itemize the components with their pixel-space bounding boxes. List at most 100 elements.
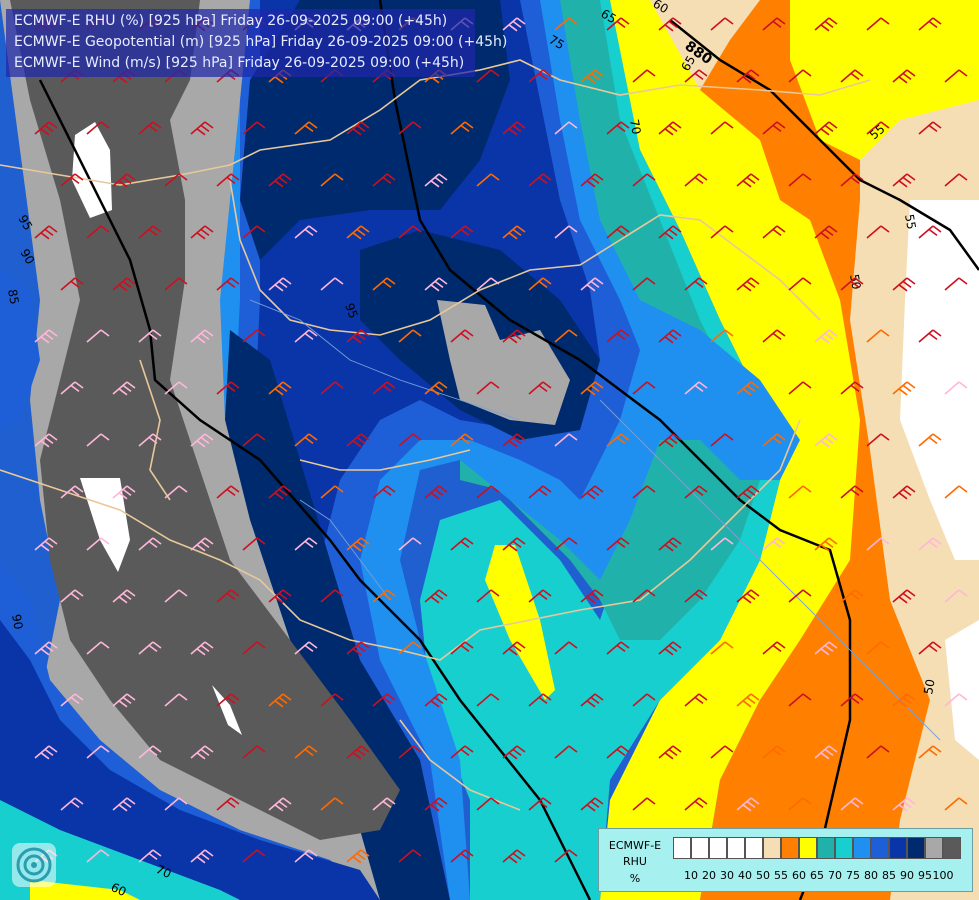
wind-barb (372, 277, 396, 291)
contour-label: 95 (15, 213, 35, 233)
contour-label: 65 (599, 6, 619, 26)
wind-barb (840, 173, 864, 187)
wind-barb (476, 277, 500, 291)
wind-barb (554, 433, 578, 447)
wind-barb (736, 381, 760, 396)
wind-barb (294, 329, 318, 343)
wind-barb (840, 485, 864, 499)
contour-label: 90 (17, 247, 37, 267)
wind-barb (580, 69, 604, 84)
wind-barb (528, 485, 552, 499)
wind-barb (736, 589, 760, 604)
wind-barb (736, 69, 760, 84)
wind-barbs (34, 17, 968, 864)
wind-barb (528, 69, 552, 83)
wind-barb (710, 121, 734, 135)
wind-barb (580, 797, 604, 812)
wind-barb (658, 17, 682, 32)
wind-barb (684, 797, 708, 811)
rhu-65-band (600, 0, 860, 900)
wind-barb (60, 173, 84, 187)
wind-barb (944, 797, 968, 811)
wind-barb (424, 797, 448, 812)
wind-barb (424, 173, 448, 188)
wind-barb (138, 329, 162, 343)
wind-barb (918, 329, 942, 343)
title-geopotential: ECMWF-E Geopotential (m) [925 hPa] Frida… (14, 34, 508, 50)
wind-barb (450, 329, 474, 343)
contour-label: 85 (5, 288, 21, 305)
wind-barb (606, 433, 630, 447)
wind-barb (138, 537, 162, 551)
wind-barb (320, 173, 344, 187)
wind-barb (606, 17, 630, 31)
wind-barb (814, 537, 838, 552)
wind-barb (502, 849, 526, 864)
contour-label: 70 (627, 118, 643, 135)
wind-barb (502, 121, 526, 136)
wind-barb (398, 745, 422, 759)
dry-area-east-2 (945, 620, 979, 760)
legend: ECMWF-E RHU % 10 20 30 40 50 55 60 65 70 75 80 85 90… (598, 828, 973, 892)
wind-barb (294, 225, 318, 239)
wind-barb (450, 641, 474, 655)
wind-barb (112, 485, 136, 500)
wind-barb (528, 693, 552, 707)
wind-barb (918, 121, 942, 135)
wind-barb (632, 173, 656, 187)
wind-barb (632, 381, 656, 395)
wind-barb (528, 381, 552, 395)
wind-barb (242, 641, 266, 655)
wind-barb (216, 277, 240, 291)
wind-barb (34, 329, 58, 344)
wind-barb (840, 589, 864, 603)
wind-barb (216, 589, 240, 603)
legend-tick: 75 (846, 869, 860, 882)
wind-barb (840, 277, 864, 291)
legend-swatch (745, 837, 763, 859)
wind-barb (424, 589, 448, 604)
wind-barb (476, 797, 500, 811)
wind-barb (944, 589, 968, 603)
wind-barb (216, 693, 240, 707)
wind-barb (346, 433, 370, 448)
contour-label: 70 (154, 862, 174, 881)
contour-label: 55 (902, 213, 918, 230)
wind-barb (684, 173, 708, 187)
wind-barb (866, 225, 890, 239)
wind-barb (164, 277, 188, 291)
legend-tick: 100 (932, 869, 954, 882)
title-rhu: ECMWF-E RHU (%) [925 hPa] Friday 26-09-2… (14, 13, 448, 29)
wind-barb (762, 745, 786, 759)
legend-swatch (781, 837, 799, 859)
wind-barb (580, 173, 604, 188)
legend-swatch (835, 837, 853, 859)
wind-barb (294, 537, 318, 551)
wind-barb (60, 381, 84, 395)
wind-barb (372, 797, 396, 811)
wind-barb (294, 745, 318, 759)
wind-barb (164, 693, 188, 707)
wind-barb (138, 745, 162, 759)
wind-barb (710, 433, 734, 447)
wind-barb (424, 381, 448, 396)
wind-barb (34, 745, 58, 760)
wind-barb (450, 433, 474, 447)
wind-barb (346, 745, 370, 760)
wind-barb (918, 17, 942, 31)
wind-barb (60, 485, 84, 499)
wind-barb (892, 69, 916, 84)
wind-barb (632, 693, 656, 707)
legend-swatch (925, 837, 943, 859)
legend-tick: 95 (918, 869, 932, 882)
wind-barb (294, 641, 318, 655)
wind-barb (34, 225, 58, 240)
wind-barb (762, 17, 786, 31)
wind-barb (190, 641, 214, 656)
legend-swatch (709, 837, 727, 859)
wind-barb (762, 225, 786, 239)
legend-tick: 70 (828, 869, 842, 882)
wind-barb (944, 485, 968, 499)
wind-barb (918, 225, 942, 239)
legend-tick: 60 (792, 869, 806, 882)
